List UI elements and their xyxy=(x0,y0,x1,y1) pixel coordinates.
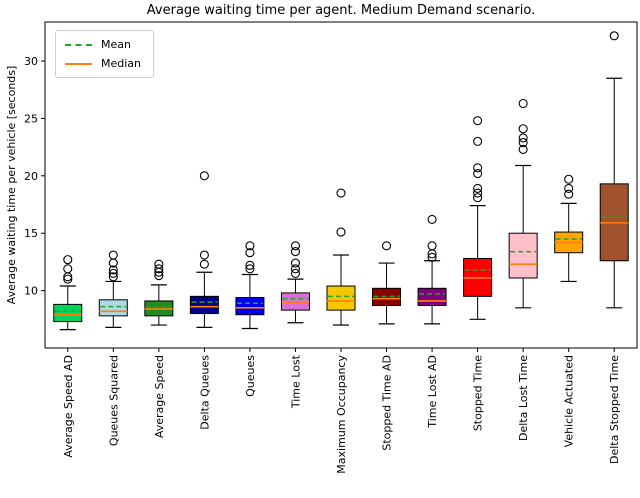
x-tick-label: Delta Stopped Time xyxy=(608,355,621,464)
x-tick-label: Queues xyxy=(244,355,257,397)
outlier-marker xyxy=(336,188,346,198)
x-tick-label: Vehicle Actuated xyxy=(563,355,576,447)
outlier-marker xyxy=(154,264,164,274)
x-tick-label: Delta Lost Time xyxy=(517,355,530,441)
outlier-marker xyxy=(108,250,118,260)
x-tick-label: Delta Queues xyxy=(198,355,211,430)
outlier-marker xyxy=(518,133,528,143)
legend-item-median: Median xyxy=(65,54,141,73)
outlier-marker xyxy=(473,183,483,193)
outlier-marker xyxy=(473,168,483,179)
outlier-marker xyxy=(564,174,574,184)
outlier-marker xyxy=(518,137,528,148)
outlier-marker xyxy=(154,259,164,269)
outlier-marker xyxy=(290,268,301,278)
outlier-marker xyxy=(609,31,619,41)
outlier-marker xyxy=(108,272,118,282)
outlier-marker xyxy=(381,241,392,251)
outlier-marker xyxy=(564,183,574,193)
outlier-marker xyxy=(518,124,528,134)
x-tick-label: Stopped Time AD xyxy=(381,355,394,451)
x-tick-label: Maximum Occupancy xyxy=(335,355,348,474)
outlier-marker xyxy=(245,260,255,270)
outlier-marker xyxy=(108,265,118,275)
outlier-marker xyxy=(108,268,118,278)
legend-item-mean: Mean xyxy=(65,35,141,54)
outlier-marker xyxy=(473,136,483,146)
y-axis-label: Average waiting time per vehicle [second… xyxy=(5,65,18,305)
outlier-marker xyxy=(154,271,164,281)
outlier-marker xyxy=(336,227,346,237)
x-tick-label: Time Lost AD xyxy=(426,355,439,429)
outlier-marker xyxy=(564,189,574,199)
box-queues xyxy=(235,296,265,316)
outlier-marker xyxy=(245,264,255,274)
y-tick-label: 10 xyxy=(24,285,38,298)
outlier-marker xyxy=(290,264,301,274)
x-tick-label: Stopped Time xyxy=(472,355,485,431)
outlier-marker xyxy=(473,116,483,126)
y-tick-label: 30 xyxy=(24,55,38,68)
mean-dashed-line-icon xyxy=(65,43,92,46)
outlier-marker xyxy=(199,171,209,181)
box-maximum-occupancy xyxy=(326,285,356,311)
x-tick-label: Time Lost xyxy=(289,354,302,409)
outlier-marker xyxy=(63,274,73,284)
outlier-marker xyxy=(199,259,209,269)
outlier-marker xyxy=(518,144,528,154)
x-tick-label: Average Speed xyxy=(153,355,166,438)
outlier-marker xyxy=(473,188,483,198)
box-average-speed-ad xyxy=(53,303,83,323)
box-queues-squared xyxy=(98,299,128,317)
outlier-marker xyxy=(518,98,528,109)
outlier-marker xyxy=(427,214,437,224)
chart-title: Average waiting time per agent. Medium D… xyxy=(146,3,536,18)
legend-median-label: Median xyxy=(101,57,142,70)
box-delta-queues xyxy=(189,295,219,315)
x-tick-label: Queues Squared xyxy=(107,355,120,446)
x-tick-label: Average Speed AD xyxy=(62,355,75,458)
outlier-marker xyxy=(245,241,255,251)
median-solid-line-icon xyxy=(65,62,92,65)
outlier-marker xyxy=(63,264,73,274)
outlier-marker xyxy=(427,252,437,262)
box-delta-lost-time xyxy=(508,232,538,279)
y-tick-label: 25 xyxy=(24,112,38,125)
outlier-marker xyxy=(427,241,437,251)
outlier-marker xyxy=(199,250,209,260)
box-time-lost-ad xyxy=(417,287,447,307)
outlier-marker xyxy=(63,255,73,265)
outlier-marker xyxy=(290,241,301,251)
outlier-marker xyxy=(290,247,301,257)
legend: Mean Median xyxy=(55,30,155,78)
outlier-marker xyxy=(290,258,301,268)
outlier-marker xyxy=(245,248,255,258)
outlier-marker xyxy=(473,193,483,203)
y-tick-label: 20 xyxy=(24,170,38,183)
legend-mean-label: Mean xyxy=(101,38,131,51)
y-tick-label: 15 xyxy=(24,227,38,240)
outlier-marker xyxy=(473,163,483,173)
